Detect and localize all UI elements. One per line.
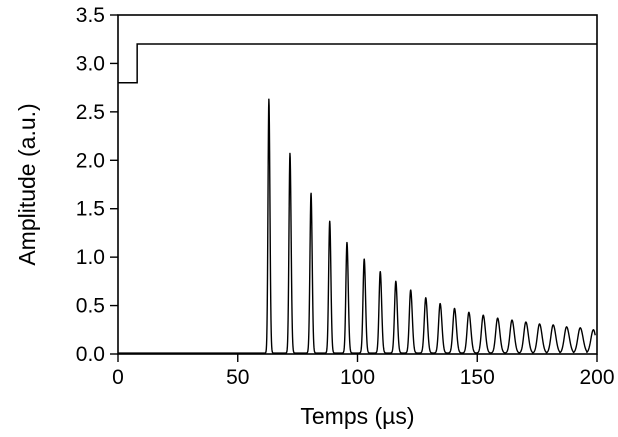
y-tick-label: 1.5 [76, 198, 105, 221]
peak-point [552, 324, 554, 326]
plot-frame [117, 14, 598, 355]
x-axis-ticks: 0 50 100 150 200 [112, 354, 615, 389]
x-tick-label: 150 [460, 366, 495, 389]
y-tick-label: 2.0 [76, 149, 105, 172]
peak-point [525, 321, 527, 323]
peak-point [289, 152, 291, 155]
y-axis-ticks: 0.0 0.5 1.0 1.5 2.0 2.5 3.0 3.5 [76, 4, 118, 366]
peak-point [329, 220, 331, 222]
x-tick-label: 50 [226, 366, 249, 389]
oscillation-trace-line [118, 98, 596, 354]
peak-point [439, 303, 441, 305]
y-axis-title: Amplitude (a.u.) [14, 103, 40, 265]
peak-point [268, 98, 270, 100]
y-tick-label: 1.0 [76, 246, 105, 269]
peak-point [497, 317, 499, 319]
peak-point [346, 242, 348, 244]
peak-point [538, 323, 541, 325]
peak-point [579, 327, 581, 329]
peak-point [379, 271, 381, 273]
peak-point [468, 311, 470, 313]
x-tick-label: 200 [579, 366, 614, 389]
x-tick-label: 0 [112, 366, 124, 389]
peak-point [592, 329, 595, 331]
x-tick-label: 100 [340, 366, 375, 389]
peak-point [453, 307, 456, 310]
peak-point [482, 314, 484, 316]
peak-point [511, 319, 513, 321]
peak-point [310, 192, 312, 194]
peak-point [363, 258, 365, 260]
y-tick-label: 0.5 [76, 295, 105, 318]
y-tick-label: 3.5 [76, 4, 105, 27]
y-tick-label: 3.0 [76, 52, 105, 75]
peak-point [395, 280, 397, 282]
plot-content [118, 43, 597, 354]
peak-point [425, 297, 427, 299]
x-axis-title: Temps (µs) [300, 403, 414, 429]
y-tick-label: 0.0 [76, 343, 105, 366]
step-trace-line [118, 43, 597, 84]
peak-point [565, 326, 568, 328]
peak-point [410, 289, 412, 291]
y-tick-label: 2.5 [76, 101, 105, 124]
